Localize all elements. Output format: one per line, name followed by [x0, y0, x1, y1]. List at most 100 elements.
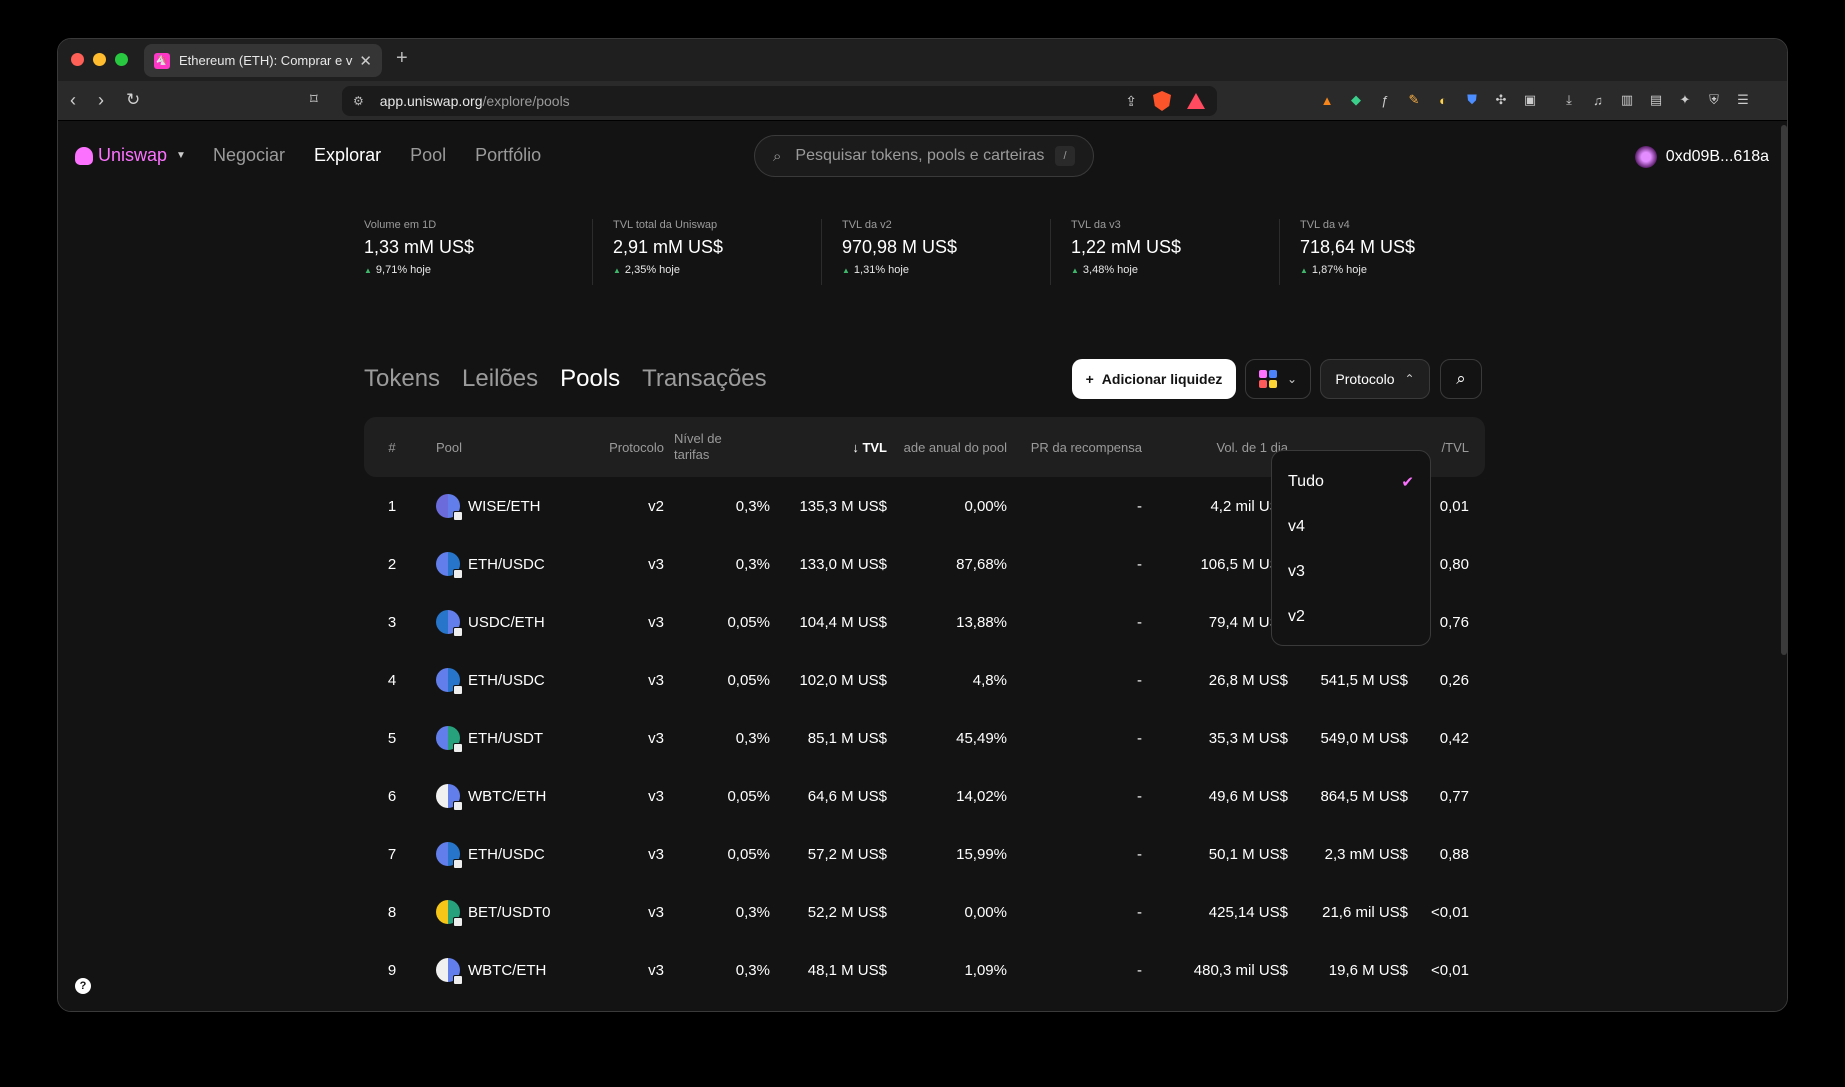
back-icon[interactable]: ‹	[70, 90, 76, 110]
row-volume-tvl: 0,01	[1439, 497, 1469, 515]
table-search-button[interactable]: ⌕	[1440, 359, 1482, 399]
tab-transacoes[interactable]: Transações	[642, 365, 767, 392]
row-pool: ETH/USDC	[436, 825, 586, 883]
bitwarden-icon[interactable]: ⛊	[1467, 92, 1477, 107]
reload-icon[interactable]: ↻	[126, 90, 141, 109]
function-extension-icon[interactable]: ƒ	[1381, 92, 1389, 108]
row-fee: 0,05%	[727, 613, 770, 631]
row-volume-tvl: 0,77	[1439, 787, 1469, 805]
row-pool: ETH/USDT	[436, 709, 586, 767]
row-index: 9	[387, 961, 397, 979]
row-reward-apr: -	[1137, 671, 1142, 689]
row-tvl: 52,2 M US$	[807, 903, 887, 921]
global-search-input[interactable]: ⌕ Pesquisar tokens, pools e carteiras /	[754, 135, 1094, 177]
tab-leiloes[interactable]: Leilões	[462, 365, 539, 392]
help-icon[interactable]: ?	[75, 978, 91, 994]
row-volume-1d: 106,5 M US$	[1200, 555, 1288, 573]
header-reward-apr[interactable]: PR da recompensa	[1030, 439, 1142, 455]
pen-extension-icon[interactable]: ✎	[1408, 92, 1420, 107]
table-row[interactable]: 4 ETH/USDC v3 0,05% 102,0 M US$ 4,8% - 26,8 M U…	[364, 651, 1485, 709]
table-row[interactable]: 6 WBTC/ETH v3 0,05% 64,6 M US$ 14,02% - 49,6 M …	[364, 767, 1485, 825]
brave-rewards-icon[interactable]	[1187, 93, 1205, 109]
tab-tokens[interactable]: Tokens	[364, 365, 441, 392]
header-tvl-sort[interactable]: ↓ TVL	[852, 439, 887, 455]
sidebar-icon[interactable]: ▥	[1620, 92, 1634, 107]
menu-icon[interactable]: ☰	[1737, 92, 1749, 107]
address-bar[interactable]: ⚙ app.uniswap.org/explore/pools ⇪	[342, 86, 1217, 116]
add-liquidity-button[interactable]: + Adicionar liquidez	[1072, 359, 1236, 399]
dark-mode-icon[interactable]: ◐	[1439, 92, 1447, 108]
brand-name: Uniswap	[98, 145, 168, 165]
row-fee: 0,3%	[735, 903, 770, 921]
page-scrollbar[interactable]	[1781, 125, 1787, 655]
stat-tvl-v4: TVL da v4 718,64 M US$ ▲ 1,87% hoje	[1280, 219, 1509, 285]
screenshot-icon[interactable]: ▣	[1523, 92, 1537, 107]
minimize-window-button[interactable]	[93, 53, 106, 66]
row-index: 1	[387, 497, 397, 515]
wallet-icon[interactable]: ▤	[1649, 92, 1663, 107]
table-row[interactable]: 2 ETH/USDC v3 0,3% 133,0 M US$ 87,68% - 106,5 M…	[364, 535, 1485, 593]
table-row[interactable]: 7 ETH/USDC v3 0,05% 57,2 M US$ 15,99% - 50,1 M …	[364, 825, 1485, 883]
protocol-option-v2[interactable]: v2	[1288, 607, 1305, 625]
protocol-option-tudo[interactable]: Tudo ✔	[1288, 472, 1414, 491]
brave-shields-icon[interactable]	[1153, 91, 1171, 111]
browser-tab[interactable]: 🦄 Ethereum (ETH): Comprar e vender ✕	[144, 44, 382, 77]
maximize-window-button[interactable]	[115, 53, 128, 66]
share-icon[interactable]: ⇪	[1125, 92, 1137, 109]
header-volume-tvl[interactable]: /TVL	[1441, 439, 1469, 455]
account-address: 0xd09B...618a	[1665, 148, 1769, 165]
stat-change: ▲ 1,87% hoje	[1300, 264, 1367, 276]
account-button[interactable]: 0xd09B...618a	[1634, 146, 1769, 168]
download-icon[interactable]: ⤓	[1566, 92, 1572, 107]
stat-value: 970,98 M US$	[842, 237, 958, 257]
nav-negociar[interactable]: Negociar	[213, 145, 286, 165]
close-tab-icon[interactable]: ✕	[359, 52, 372, 70]
header-volume-1d[interactable]: Vol. de 1 dia	[1216, 439, 1288, 455]
table-row[interactable]: 8 BET/USDT0 v3 0,3% 52,2 M US$ 0,00% - 425,14 U…	[364, 883, 1485, 941]
row-protocol: v3	[648, 787, 664, 805]
close-window-button[interactable]	[71, 53, 84, 66]
url-text: app.uniswap.org/explore/pools	[379, 93, 570, 109]
protocol-filter-label: Protocolo	[1335, 371, 1395, 387]
protocol-option-v3[interactable]: v3	[1288, 562, 1305, 580]
extensions-bar: ▲ ◆ ƒ ✎ ◐ ⛊ ✣ ▣ ⤓ ♫ ▥ ▤ ✦ ⛨ ☰	[1318, 91, 1752, 109]
header-apr[interactable]: ade anual do pool	[903, 439, 1007, 455]
token-pair-icon	[436, 842, 463, 869]
row-volume-tvl: 0,76	[1439, 613, 1469, 631]
puzzle-icon[interactable]: ✣	[1495, 92, 1507, 107]
tab-pools[interactable]: Pools	[560, 365, 621, 392]
leo-ai-icon[interactable]: ✦	[1679, 92, 1691, 107]
row-tvl: 57,2 M US$	[807, 845, 887, 863]
shield-extension-icon[interactable]: ◆	[1351, 92, 1361, 107]
site-settings-icon[interactable]: ⚙	[353, 94, 364, 108]
stat-value: 718,64 M US$	[1300, 237, 1416, 257]
protocol-filter-button[interactable]: Protocolo ⌃	[1320, 359, 1430, 399]
row-fee: 0,05%	[727, 787, 770, 805]
pools-table: # Pool Protocolo Nível de tarifas ↓ TVL …	[364, 417, 1485, 999]
forward-icon[interactable]: ›	[98, 90, 104, 110]
bookmark-icon[interactable]: ⌑	[310, 91, 318, 108]
row-tvl: 102,0 M US$	[799, 671, 887, 689]
nav-pool[interactable]: Pool	[410, 145, 447, 165]
vpn-icon[interactable]: ⛨	[1709, 92, 1719, 107]
up-triangle-icon: ▲	[364, 266, 372, 275]
brand-menu[interactable]: Uniswap ▼	[75, 145, 186, 166]
media-icon[interactable]: ♫	[1593, 92, 1603, 108]
nav-explorar[interactable]: Explorar	[314, 145, 382, 165]
row-volume-1d: 480,3 mil US$	[1193, 961, 1288, 979]
table-row[interactable]: 1 WISE/ETH v2 0,3% 135,3 M US$ 0,00% - 4,2 mil …	[364, 477, 1485, 535]
network-filter-button[interactable]: ⌄	[1245, 359, 1311, 399]
row-index: 3	[387, 613, 397, 631]
row-apr: 87,68%	[956, 555, 1007, 573]
row-volume-tvl: 0,42	[1439, 729, 1469, 747]
metamask-icon[interactable]: ▲	[1320, 92, 1334, 108]
token-pair-icon	[436, 958, 463, 985]
row-protocol: v3	[648, 903, 664, 921]
new-tab-icon[interactable]: +	[396, 47, 408, 69]
table-row[interactable]: 9 WBTC/ETH v3 0,3% 48,1 M US$ 1,09% - 480,3 mil…	[364, 941, 1485, 999]
row-volume-30d: 864,5 M US$	[1320, 787, 1408, 805]
protocol-option-v4[interactable]: v4	[1288, 517, 1305, 535]
table-row[interactable]: 5 ETH/USDT v3 0,3% 85,1 M US$ 45,49% - 35,3 M U…	[364, 709, 1485, 767]
all-networks-icon	[1258, 370, 1277, 388]
nav-portfolio[interactable]: Portfólio	[475, 145, 542, 165]
